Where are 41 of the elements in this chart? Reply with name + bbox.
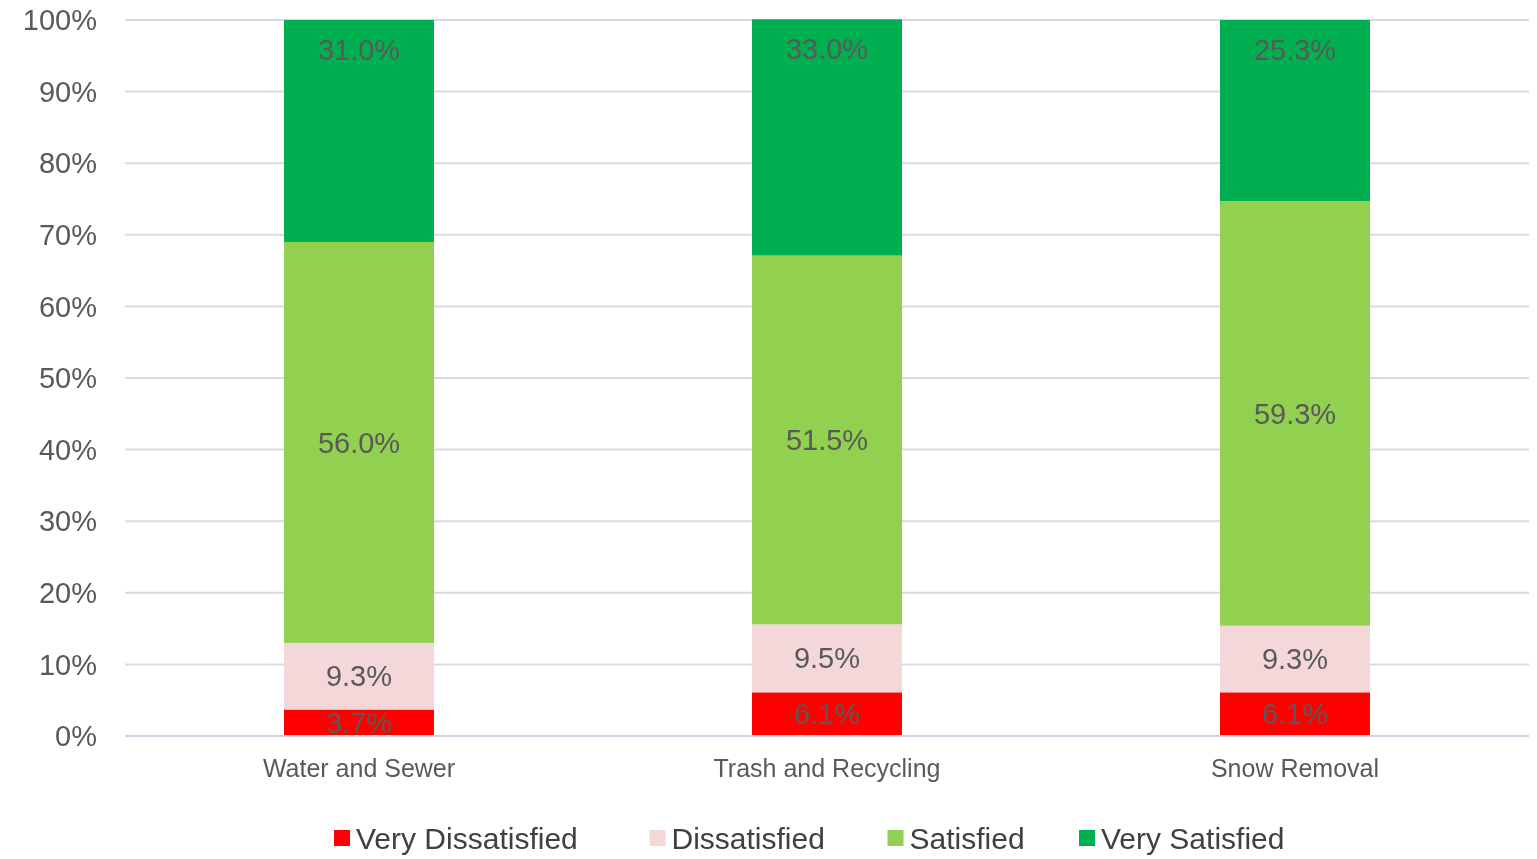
data-label: 51.5% [785,424,869,457]
bar [1220,20,1370,202]
y-tick-label: 90% [38,75,97,108]
bar [1220,201,1370,626]
data-label: 31.0% [317,34,401,67]
bar [284,642,434,710]
data-label: 59.3% [1253,397,1337,430]
data-label: 9.5% [793,642,861,675]
data-label: 9.3% [1261,643,1329,676]
bar [1220,625,1370,693]
data-label: 9.3% [325,660,393,693]
x-tick-label: Snow Removal [1210,753,1380,782]
legend-label: Dissatisfied [671,821,825,855]
y-tick-label: 20% [38,576,97,609]
data-label: 3.7% [325,706,393,739]
data-label: 25.3% [1253,34,1337,67]
bar [752,255,902,625]
bar [752,19,902,256]
y-tick-label: 60% [38,290,97,323]
data-label: 6.1% [1261,698,1329,731]
y-tick-label: 10% [38,648,97,681]
y-tick-label: 0% [55,720,97,753]
y-tick-label: 70% [38,218,97,251]
data-label: 33.0% [785,33,869,66]
legend-label: Very Dissatisfied [356,821,578,855]
legend-label: Satisfied [909,821,1025,855]
y-tick-label: 50% [38,362,97,395]
legend-label: Very Satisfied [1101,821,1285,855]
bar [284,241,434,643]
x-tick-label: Water and Sewer [262,753,456,782]
bar [1220,692,1370,736]
bar [752,624,902,693]
data-label: 6.1% [793,698,861,731]
bar [284,20,434,242]
data-label: 56.0% [317,426,401,459]
bar [752,692,902,736]
y-tick-label: 80% [38,147,97,180]
y-tick-label: 100% [22,4,97,37]
y-tick-label: 40% [38,433,97,466]
x-tick-label: Trash and Recycling [713,753,941,782]
y-tick-label: 30% [38,505,97,538]
